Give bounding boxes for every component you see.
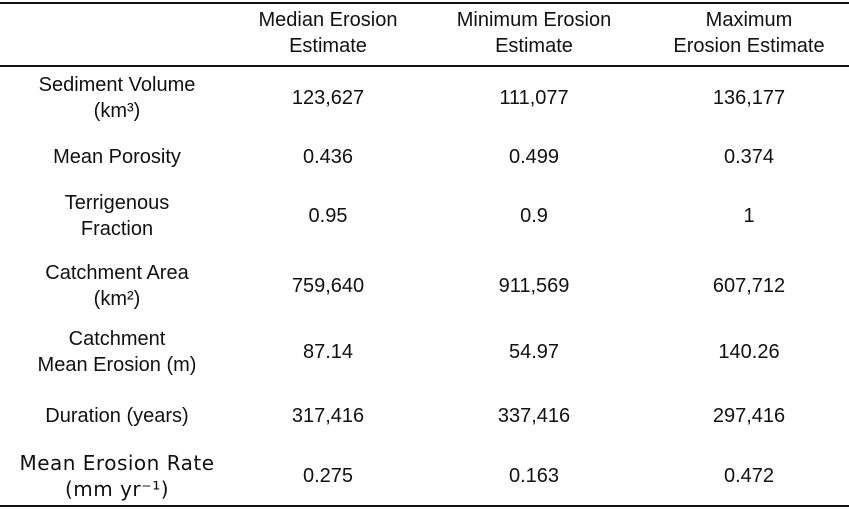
header-rule	[0, 65, 849, 67]
row-label-line: Catchment Area	[45, 262, 189, 284]
column-header-line: Median Erosion	[258, 9, 398, 31]
table-cell: 607,712	[712, 275, 786, 297]
table-cell: 0.374	[723, 146, 775, 168]
table-cell: 337,416	[497, 405, 571, 427]
table-cell: 1	[743, 205, 755, 227]
table-cell: 317,416	[291, 405, 365, 427]
table-cell: 136,177	[712, 87, 786, 109]
row-label-line: (km³)	[93, 100, 141, 122]
table-cell: 911,569	[498, 275, 570, 297]
column-header: Minimum Erosion Estimate	[457, 7, 611, 59]
column-header-line: Erosion Estimate	[673, 35, 825, 57]
table-cell: 54.97	[508, 341, 560, 363]
column-header-line: Minimum Erosion	[456, 9, 612, 31]
row-label-line: Terrigenous	[64, 192, 170, 214]
row-label-line: Mean Erosion Rate	[19, 451, 215, 475]
row-label: Catchment Mean Erosion (m)	[38, 326, 197, 378]
column-header: Maximum Erosion Estimate	[673, 7, 824, 59]
table-cell: 759,640	[291, 275, 365, 297]
column-header-line: Estimate	[289, 35, 367, 57]
row-label-line: Duration (years)	[45, 405, 189, 427]
bottom-rule	[0, 505, 849, 507]
row-label: Mean Erosion Rate (mm yr⁻¹)	[19, 450, 214, 502]
row-label-line: Catchment	[68, 328, 166, 350]
table-cell: 0.472	[723, 465, 775, 487]
row-label: Catchment Area (km²)	[45, 260, 188, 312]
table-cell: 123,627	[291, 87, 365, 109]
column-header: Median Erosion Estimate	[259, 7, 398, 59]
column-header-line: Estimate	[495, 35, 573, 57]
table-cell: 140.26	[718, 341, 780, 363]
table-cell: 111,077	[499, 87, 569, 109]
row-label-line: Mean Erosion (m)	[37, 354, 197, 376]
column-header-line: Maximum	[705, 9, 793, 31]
table-cell: 0.163	[508, 465, 560, 487]
table-cell: 87.14	[302, 341, 354, 363]
row-label-line: Fraction	[80, 218, 154, 240]
row-label-line: (mm yr⁻¹)	[64, 477, 170, 501]
row-label: Duration (years)	[45, 403, 188, 429]
row-label-line: (km²)	[93, 288, 141, 310]
row-label-line: Mean Porosity	[53, 146, 181, 168]
row-label-line: Sediment Volume	[38, 74, 196, 96]
row-label: Sediment Volume (km³)	[39, 72, 196, 124]
table-cell: 0.275	[302, 465, 354, 487]
row-label: Terrigenous Fraction	[65, 190, 170, 242]
table-cell: 0.95	[308, 205, 348, 227]
table-cell: 0.436	[302, 146, 354, 168]
table-cell: 0.499	[508, 146, 560, 168]
top-rule	[0, 2, 849, 4]
table-cell: 0.9	[520, 205, 548, 227]
table-cell: 297,416	[712, 405, 786, 427]
row-label: Mean Porosity	[53, 144, 181, 170]
